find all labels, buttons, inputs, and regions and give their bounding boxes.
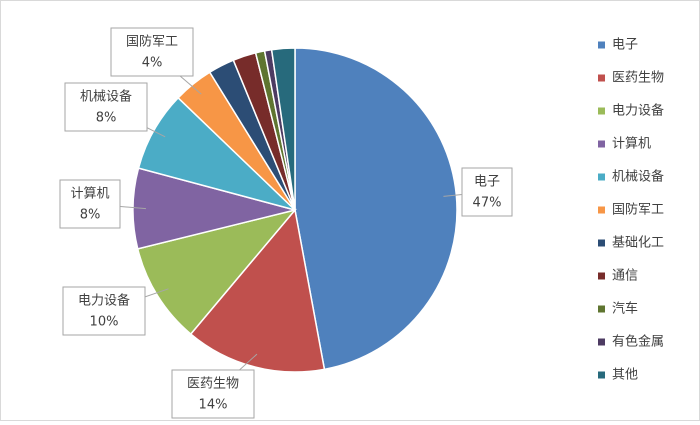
legend-label: 有色金属: [612, 334, 664, 350]
legend-label: 机械设备: [612, 169, 664, 185]
legend-label: 计算机: [612, 137, 651, 152]
data-label-value: 47%: [473, 196, 502, 211]
legend-marker: [598, 41, 605, 49]
legend-label: 汽车: [612, 301, 638, 317]
callout-box: [110, 27, 194, 77]
callout-box: [461, 167, 513, 217]
data-label-name: 电子: [474, 175, 500, 190]
legend-marker: [598, 239, 605, 247]
legend-marker: [598, 173, 605, 181]
callout-box: [64, 82, 148, 132]
legend-label: 基础化工: [612, 236, 664, 251]
legend-label: 国防军工: [612, 202, 664, 218]
legend-marker: [598, 305, 605, 313]
data-label-value: 14%: [199, 398, 228, 413]
data-label-name: 国防军工: [126, 34, 178, 50]
legend-label: 电力设备: [612, 103, 664, 119]
legend-label: 医药生物: [612, 71, 664, 86]
data-label-name: 机械设备: [80, 89, 132, 105]
pie-slice: [136, 208, 298, 336]
data-label-name: 医药生物: [187, 377, 239, 392]
legend-label: 其他: [612, 368, 638, 383]
legend-marker: [598, 272, 605, 280]
data-label-value: 8%: [96, 111, 117, 126]
data-label-value: 4%: [142, 56, 163, 71]
legend-marker: [598, 107, 605, 115]
legend-label: 通信: [612, 269, 638, 284]
legend-marker: [598, 74, 605, 82]
callout-box: [171, 369, 255, 419]
callout-box: [62, 286, 146, 336]
legend-marker: [598, 206, 605, 214]
data-label-name: 计算机: [70, 187, 109, 202]
legend-marker: [598, 140, 605, 148]
pie-slice: [189, 208, 326, 373]
data-label-name: 电力设备: [78, 293, 130, 309]
pie-slice: [270, 47, 296, 211]
legend-label: 电子: [612, 38, 638, 53]
callout-box: [59, 179, 121, 229]
legend-marker: [598, 338, 605, 346]
data-label-value: 10%: [90, 315, 119, 330]
legend-marker: [598, 371, 605, 379]
data-label-value: 8%: [80, 208, 101, 223]
